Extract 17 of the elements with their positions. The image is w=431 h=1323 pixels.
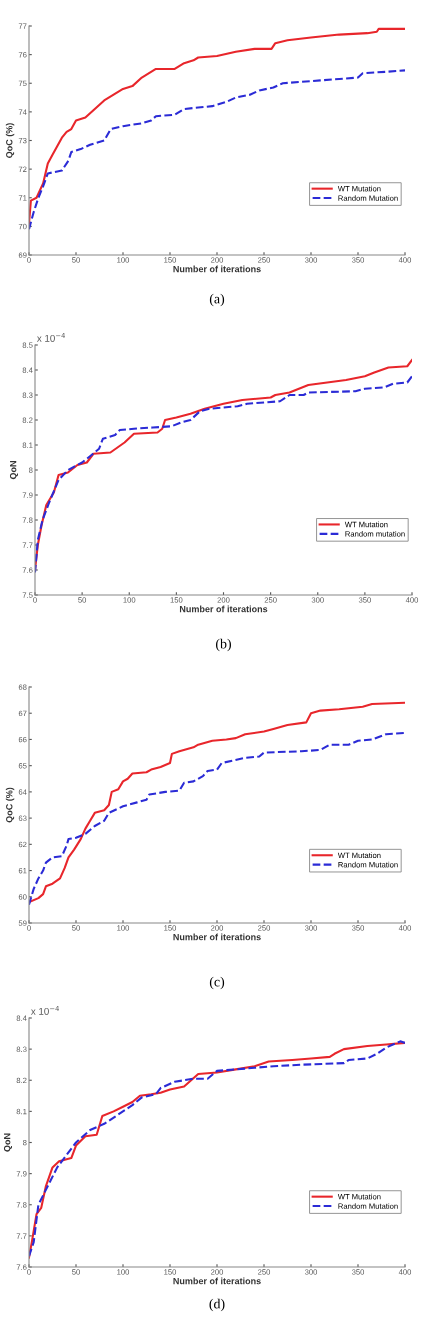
text: (a) xyxy=(209,293,225,307)
y-axis-title: QoN xyxy=(9,461,19,480)
text: (b) xyxy=(216,638,231,652)
line-series xyxy=(29,701,405,904)
x-axis-title: Number of iterations xyxy=(173,933,261,941)
text: x 10$^{−4}$ xyxy=(36,332,65,342)
x-axis-title: Number of iterations xyxy=(173,1277,261,1285)
x-axis-title: Number of iterations xyxy=(179,605,268,613)
line-series xyxy=(29,69,405,231)
y-axis-title: QoN xyxy=(3,1133,13,1152)
text: (c) xyxy=(209,976,225,990)
y-axis-title: QoC (%) xyxy=(5,123,15,158)
y-axis-title: QoC (%) xyxy=(5,787,15,823)
line-series xyxy=(29,731,405,906)
text: x 10$^{−4}$ xyxy=(30,1005,59,1015)
x-axis-title: Number of iterations xyxy=(173,265,261,273)
text: (d) xyxy=(209,1298,225,1312)
